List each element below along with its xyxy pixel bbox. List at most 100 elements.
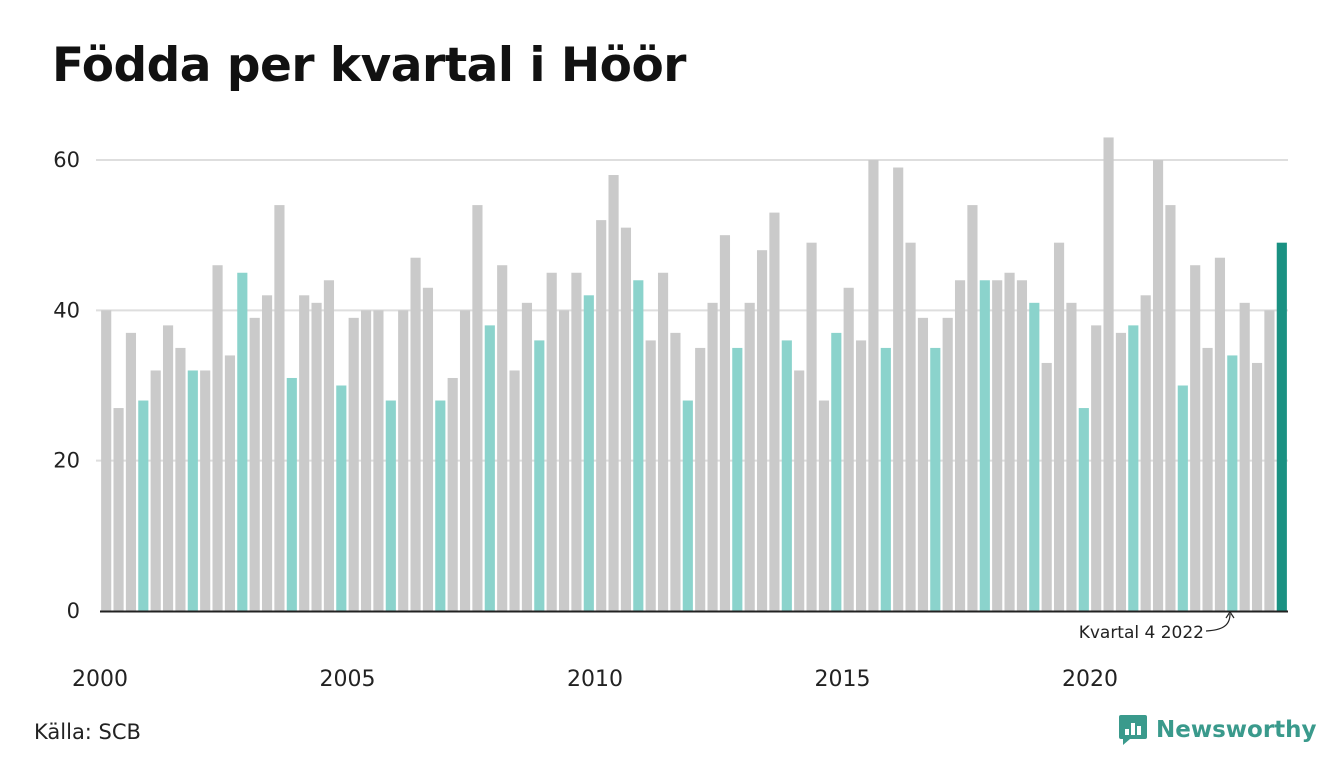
bar (1264, 310, 1275, 611)
bar (534, 340, 545, 611)
bar (249, 317, 260, 611)
bar (769, 212, 780, 611)
bar (571, 272, 582, 611)
bar (855, 340, 867, 611)
x-tick-label: 2015 (815, 667, 871, 692)
bar (682, 400, 693, 611)
bar (905, 242, 916, 611)
bar (200, 370, 211, 611)
bar (398, 310, 409, 611)
bar (732, 347, 743, 611)
bar (967, 205, 978, 611)
bar (1190, 265, 1201, 611)
bar (101, 310, 112, 611)
bar (744, 302, 755, 611)
bar (1115, 332, 1127, 611)
bar (1041, 362, 1052, 611)
bar (323, 280, 335, 611)
bar (447, 377, 458, 611)
bar (1140, 295, 1151, 611)
bar (162, 325, 174, 611)
bar (596, 220, 607, 611)
bar (336, 385, 347, 611)
bar (1251, 362, 1263, 611)
bar (1214, 257, 1226, 611)
bar (794, 370, 805, 611)
bar (459, 310, 471, 611)
bar (1078, 408, 1089, 611)
bar (1128, 325, 1139, 611)
bars (101, 137, 1287, 612)
bar (1004, 272, 1015, 611)
bar (261, 295, 273, 611)
bar (633, 280, 644, 611)
bar (558, 310, 570, 611)
newsworthy-logo-icon (1119, 715, 1147, 745)
brand-name: Newsworthy (1156, 717, 1317, 743)
bar (311, 302, 322, 611)
bar (843, 287, 854, 611)
bar (670, 332, 681, 611)
chart-title: Födda per kvartal i Höör (52, 38, 686, 93)
bar (373, 310, 384, 611)
bar (1103, 137, 1114, 611)
bar (1016, 280, 1028, 611)
bar (1066, 302, 1077, 611)
bar (1227, 355, 1238, 611)
brand: Newsworthy (1118, 714, 1317, 746)
annotation-arrow (1205, 613, 1231, 632)
bar (360, 310, 372, 611)
x-tick-label: 2010 (567, 667, 623, 692)
bar (138, 400, 149, 611)
bar (509, 370, 520, 611)
bar (1202, 347, 1213, 611)
bar (175, 347, 186, 611)
bar (150, 370, 161, 611)
bar (930, 347, 941, 611)
bar (125, 332, 137, 611)
bar (1239, 302, 1250, 611)
bar (645, 340, 656, 611)
bar (707, 302, 718, 611)
x-tick-label: 2000 (72, 667, 128, 692)
source-label: Källa: SCB (34, 720, 141, 744)
bar (880, 347, 891, 611)
bar (1053, 242, 1065, 611)
bar (831, 332, 842, 611)
bar (299, 295, 310, 611)
bar (274, 205, 285, 611)
bar (521, 302, 533, 611)
x-axis-ticks: 2000 2005 2010 2015 2020 (72, 667, 1118, 692)
bar (435, 400, 446, 611)
bar (212, 265, 223, 611)
bar (224, 355, 236, 611)
bar (719, 235, 731, 612)
bar (657, 272, 669, 611)
bar (1091, 325, 1102, 611)
y-tick-label: 20 (53, 449, 80, 473)
annotation-arrowhead (1225, 610, 1235, 619)
bar (806, 242, 817, 611)
bar (954, 280, 966, 611)
x-tick-label: 2005 (320, 667, 376, 692)
bar (868, 160, 879, 611)
bar (781, 340, 792, 611)
x-tick-label: 2020 (1062, 667, 1118, 692)
bar (979, 280, 990, 611)
bar (942, 317, 953, 611)
y-tick-label: 40 (53, 298, 80, 322)
bar (497, 265, 508, 611)
annotation-label: Kvartal 4 2022 (1079, 623, 1204, 643)
bar (546, 272, 557, 611)
bar (818, 400, 830, 611)
bar (1177, 385, 1188, 611)
bar (348, 317, 359, 611)
bar (893, 167, 904, 611)
bar (237, 272, 248, 611)
bar (583, 295, 594, 611)
y-tick-label: 0 (67, 599, 80, 623)
bar (113, 408, 124, 611)
bar (917, 317, 929, 611)
bar (472, 205, 483, 611)
